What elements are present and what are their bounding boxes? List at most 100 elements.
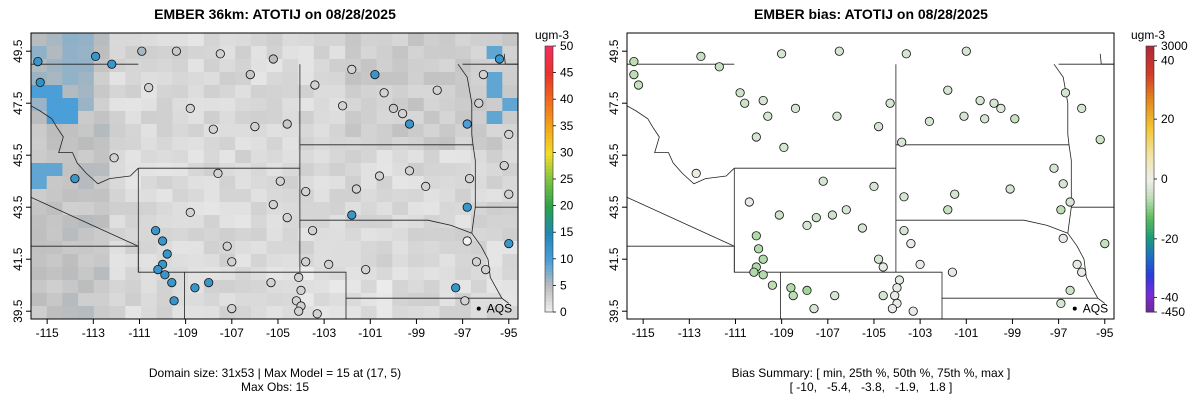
colorbar-step	[545, 185, 553, 190]
model-cell	[93, 280, 111, 294]
model-cell	[266, 267, 283, 281]
colorbar-step	[1146, 202, 1154, 207]
model-cell	[329, 189, 346, 203]
model-cell	[282, 228, 299, 242]
model-cell	[423, 72, 440, 86]
observation-point	[499, 161, 509, 171]
left-chart-title: EMBER 36km: ATOTIJ on 08/28/2025	[154, 6, 396, 22]
model-cell	[345, 72, 362, 86]
model-cell	[46, 85, 63, 99]
colorbar-step	[1146, 235, 1154, 240]
model-cell	[203, 33, 221, 47]
observation-point	[763, 111, 773, 121]
observation-point	[975, 96, 985, 106]
colorbar-step	[1146, 212, 1154, 217]
x-tick-label: -107	[220, 326, 244, 340]
observation-point	[629, 70, 639, 80]
aqs-marker	[1072, 306, 1077, 311]
model-cell	[78, 202, 95, 216]
colorbar-step	[545, 245, 553, 250]
colorbar-tick-label: 5	[560, 278, 567, 292]
observation-point	[421, 181, 431, 191]
model-cell	[219, 72, 236, 86]
model-cell	[250, 306, 268, 319]
model-cell	[250, 267, 268, 281]
model-cell	[360, 111, 378, 125]
observation-point	[802, 285, 812, 295]
aqs-marker	[476, 306, 481, 311]
model-cell	[266, 306, 283, 319]
model-cell	[203, 72, 221, 86]
model-cell	[109, 85, 126, 99]
x-tick-label: -99	[408, 326, 426, 340]
model-cell	[125, 150, 142, 164]
y-tick-label: 45.5	[607, 143, 621, 167]
model-cell	[156, 163, 173, 177]
model-cell	[345, 241, 362, 255]
model-cell	[313, 189, 331, 203]
observation-point	[432, 85, 442, 95]
colorbar-step	[1146, 135, 1154, 140]
colorbar-step	[545, 262, 553, 266]
model-cell	[62, 124, 79, 138]
model-cell	[93, 306, 111, 319]
model-cell	[172, 163, 189, 177]
model-cell	[376, 59, 393, 73]
model-cell	[46, 98, 63, 112]
model-cell	[392, 254, 409, 268]
colorbar-step	[545, 265, 553, 270]
colorbar-step	[1146, 265, 1154, 270]
model-cell	[376, 254, 393, 268]
model-cell	[439, 215, 456, 229]
model-cell	[486, 111, 503, 125]
colorbar-step	[1146, 182, 1154, 187]
model-cell	[423, 228, 440, 242]
model-cell	[141, 124, 158, 138]
colorbar-step	[545, 72, 553, 77]
observation-point	[897, 137, 907, 147]
model-cell	[266, 137, 283, 151]
observation-point	[961, 46, 971, 56]
observation-point	[185, 103, 195, 114]
model-cell	[282, 59, 299, 73]
model-cell	[46, 163, 63, 177]
model-cell	[93, 215, 111, 229]
colorbar-step	[1146, 282, 1154, 286]
x-tick-label: -115	[36, 326, 59, 340]
model-cell	[235, 228, 252, 242]
model-cell	[250, 98, 268, 112]
colorbar-step	[1146, 69, 1154, 74]
model-cell	[172, 189, 189, 203]
colorbar-step	[545, 232, 553, 237]
model-cell	[470, 33, 488, 47]
observation-point	[696, 51, 706, 62]
model-cell	[62, 267, 79, 281]
model-cell	[266, 215, 283, 229]
colorbar-step	[1146, 115, 1154, 120]
model-cell	[423, 293, 440, 307]
model-cell	[156, 33, 173, 47]
model-cell	[455, 254, 472, 268]
colorbar-step	[1146, 82, 1154, 87]
observation-point	[735, 88, 745, 98]
model-cell	[172, 241, 189, 255]
colorbar-step	[1146, 109, 1154, 113]
model-cell	[31, 189, 48, 203]
model-cell	[376, 137, 393, 151]
model-cell	[313, 163, 331, 177]
model-cell	[172, 85, 189, 99]
colorbar-step	[1146, 75, 1154, 80]
model-cell	[109, 163, 126, 177]
model-cell	[502, 111, 518, 125]
model-cell	[141, 241, 158, 255]
model-cell	[93, 241, 111, 255]
model-cell	[78, 189, 95, 203]
model-cell	[392, 202, 409, 216]
observation-point	[190, 283, 200, 293]
model-cell	[156, 189, 173, 203]
observation-point	[464, 174, 475, 184]
model-map: AQS -115 -113 -111 -109 -107 -105 -103 -101 -99 -9…	[11, 32, 519, 340]
observation-point	[268, 54, 278, 64]
colorbar-step	[1146, 205, 1154, 210]
observation-point	[462, 236, 472, 246]
